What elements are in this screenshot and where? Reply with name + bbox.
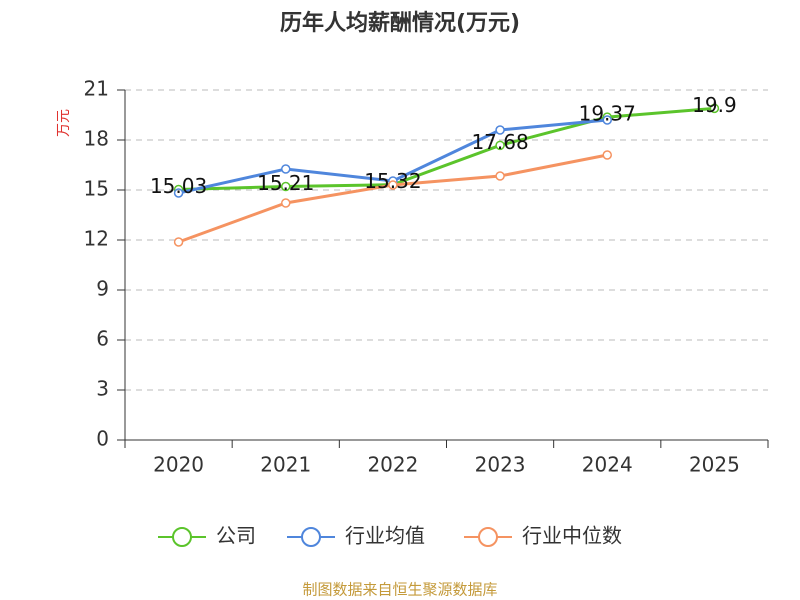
data-label: 19.9 — [692, 93, 737, 117]
data-point — [602, 150, 612, 160]
y-axis-label: 万元 — [56, 109, 72, 137]
data-point — [495, 140, 505, 151]
y-tick-label: 6 — [96, 327, 109, 351]
legend-label: 行业中位数 — [522, 524, 622, 548]
data-point — [281, 198, 291, 208]
legend-label: 行业均值 — [345, 524, 425, 548]
legend-marker — [478, 527, 498, 547]
data-point — [495, 171, 505, 181]
data-point — [173, 188, 184, 198]
x-tick-label: 2025 — [689, 453, 740, 477]
series-line — [178, 153, 608, 244]
series-line — [178, 106, 715, 191]
chart-title: 历年人均薪酬情况(万元) — [280, 10, 520, 36]
data-point — [709, 103, 720, 114]
x-tick-label: 2021 — [260, 453, 311, 477]
y-tick-label: 18 — [84, 127, 109, 151]
data-point — [173, 237, 184, 247]
x-tick-label: 2020 — [153, 453, 204, 477]
y-tick-label: 9 — [96, 277, 109, 301]
data-label: 19.37 — [579, 102, 636, 126]
data-label: 15.21 — [257, 171, 314, 195]
data-label: 15.03 — [150, 174, 207, 198]
data-point — [602, 115, 612, 125]
y-tick-label: 12 — [84, 227, 109, 251]
x-tick-label: 2022 — [367, 453, 418, 477]
data-label: 15.32 — [364, 169, 421, 193]
legend-marker — [301, 527, 321, 547]
y-tick-label: 21 — [84, 77, 109, 101]
data-point — [281, 164, 291, 174]
source-note: 制图数据来自恒生聚源数据库 — [302, 581, 497, 599]
data-label: 17.68 — [471, 130, 528, 154]
legend-marker — [172, 527, 192, 547]
y-tick-label: 3 — [96, 377, 109, 401]
data-point — [388, 180, 398, 190]
x-tick-label: 2023 — [475, 453, 526, 477]
legend-label: 公司 — [216, 524, 256, 548]
data-point — [281, 181, 291, 192]
y-tick-label: 0 — [96, 427, 109, 451]
data-point — [495, 125, 505, 135]
y-tick-label: 15 — [84, 177, 109, 201]
x-tick-label: 2024 — [582, 453, 633, 477]
